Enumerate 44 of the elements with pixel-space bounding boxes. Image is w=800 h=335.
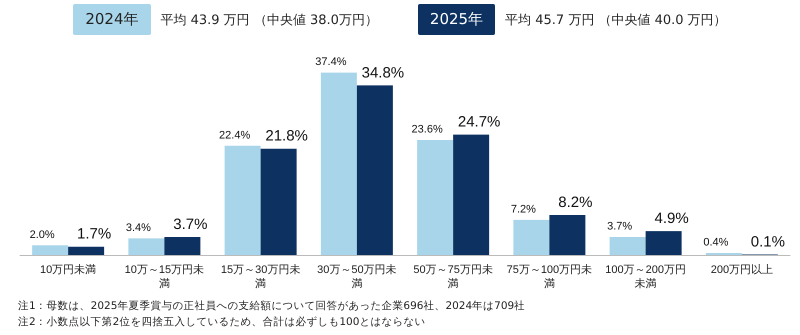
x-tick-label: 15万～30万円未満 — [220, 263, 300, 290]
bar — [320, 72, 357, 255]
text: 平均 43.9 万円 （中央値 38.0万円） — [160, 12, 378, 28]
x-tick-label: 30万～50万円未満 — [317, 263, 397, 290]
bar — [549, 215, 586, 255]
data-label: 2.0% — [30, 228, 55, 241]
text: 注1：母数は、2025年夏季賞与の正社員への支給額について回答があった企業696社、2024年は709社 — [18, 299, 526, 314]
bar — [32, 245, 68, 255]
bar — [513, 220, 550, 255]
bar — [417, 140, 454, 255]
text: 注2：小数点以下第2位を四捨五入しているため、合計は必ずしも100とはならない — [18, 315, 426, 330]
bar — [453, 134, 490, 255]
x-tick-label: 10万～15万円未満 — [124, 263, 204, 290]
data-label: 0.1% — [750, 234, 785, 251]
bar — [224, 146, 261, 255]
data-label: 3.7% — [607, 220, 632, 232]
data-label: 7.2% — [510, 203, 536, 216]
data-label: 22.4% — [219, 129, 250, 142]
data-label: 3.4% — [126, 222, 152, 234]
data-label: 0.4% — [703, 236, 729, 249]
data-label: 1.7% — [77, 226, 112, 243]
text: 2024年 — [73, 4, 150, 35]
bar — [128, 238, 164, 255]
data-label: 34.8% — [362, 64, 404, 82]
x-tick-label: 50万～75万円未満 — [413, 263, 493, 290]
bar — [356, 85, 393, 255]
bar — [646, 231, 682, 255]
data-label: 21.8% — [265, 128, 308, 145]
bar — [164, 236, 200, 255]
data-label: 24.7% — [458, 114, 500, 131]
data-label: 23.6% — [412, 123, 443, 136]
x-tick-label: 200万円以上 — [710, 263, 774, 276]
data-label: 37.4% — [315, 56, 347, 68]
x-tick-label: 75万～100万円未満 — [506, 263, 592, 290]
data-label: 3.7% — [173, 216, 208, 233]
bar — [610, 236, 646, 255]
bar — [260, 148, 297, 255]
data-label: 4.9% — [654, 210, 689, 228]
x-tick-label: 100万～200万円未満 — [605, 264, 686, 290]
text: 2025年 — [418, 4, 496, 35]
x-tick-label: 10万円未満 — [40, 263, 96, 276]
text: 平均 45.7 万円 （中央値 40.0 万円） — [505, 12, 727, 28]
bar — [68, 246, 104, 255]
data-label: 8.2% — [558, 194, 592, 212]
